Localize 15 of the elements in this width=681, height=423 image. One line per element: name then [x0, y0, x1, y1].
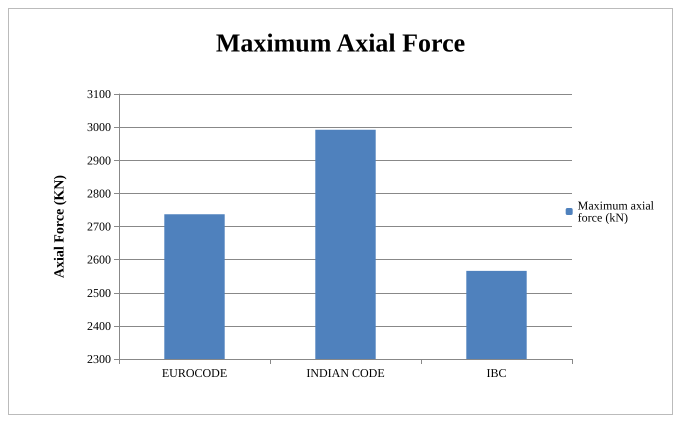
- legend-label: Maximum axial force (kN): [578, 198, 658, 224]
- y-tick-label: 3000: [87, 120, 111, 134]
- x-tick-label: EUROCODE: [162, 366, 228, 380]
- y-tick-label: 2700: [87, 220, 111, 234]
- y-tick-label: 2300: [87, 352, 111, 366]
- x-tick-label: IBC: [486, 366, 507, 380]
- y-tick-label: 3100: [87, 87, 111, 101]
- chart-title: Maximum Axial Force: [216, 28, 466, 58]
- y-tick-label: 2500: [87, 286, 111, 300]
- y-tick-label: 2800: [87, 186, 111, 200]
- y-tick-label: 2400: [87, 318, 111, 333]
- y-tick-label: 2600: [87, 252, 111, 267]
- x-tick-label: INDIAN CODE: [306, 366, 385, 380]
- y-tick-label: 2900: [87, 153, 111, 168]
- y-axis-title: Axial Force (KN): [52, 174, 68, 278]
